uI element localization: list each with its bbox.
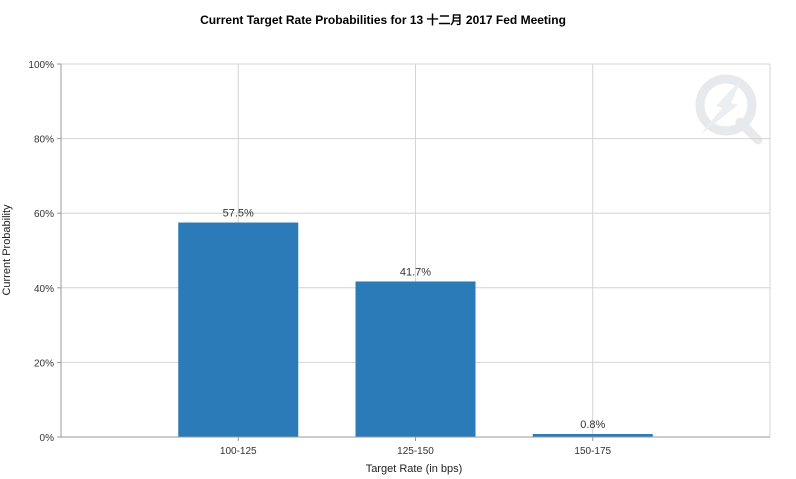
chart-title: Current Target Rate Probabilities for 13… bbox=[200, 12, 566, 27]
bar-150-175[interactable] bbox=[532, 434, 653, 437]
y-tick-label-100: 100% bbox=[28, 60, 54, 71]
data-label-150-175: 0.8% bbox=[580, 419, 605, 431]
bar-125-150[interactable] bbox=[355, 281, 476, 437]
data-label-100-125: 57.5% bbox=[223, 208, 254, 220]
y-tick-label-20: 20% bbox=[34, 358, 54, 369]
y-axis-title: Current Probability bbox=[1, 204, 13, 296]
y-tick-label-40: 40% bbox=[34, 284, 54, 295]
axes bbox=[57, 63, 770, 441]
x-tick-label-125-150: 125-150 bbox=[397, 446, 434, 457]
x-tick-label-100-125: 100-125 bbox=[220, 446, 257, 457]
bars bbox=[178, 222, 653, 437]
y-tick-label-60: 60% bbox=[34, 209, 54, 220]
x-axis-title: Target Rate (in bps) bbox=[366, 463, 463, 475]
y-tick-label-80: 80% bbox=[34, 135, 54, 146]
y-tick-label-0: 0% bbox=[40, 433, 55, 444]
data-label-125-150: 41.7% bbox=[400, 266, 431, 278]
bar-100-125[interactable] bbox=[178, 222, 299, 437]
labels: 57.5% 100-125 41.7% 125-150 0.8% 150-175 0% 20%… bbox=[28, 60, 611, 457]
watermark-logo-icon bbox=[695, 74, 763, 145]
x-tick-label-150-175: 150-175 bbox=[574, 446, 611, 457]
